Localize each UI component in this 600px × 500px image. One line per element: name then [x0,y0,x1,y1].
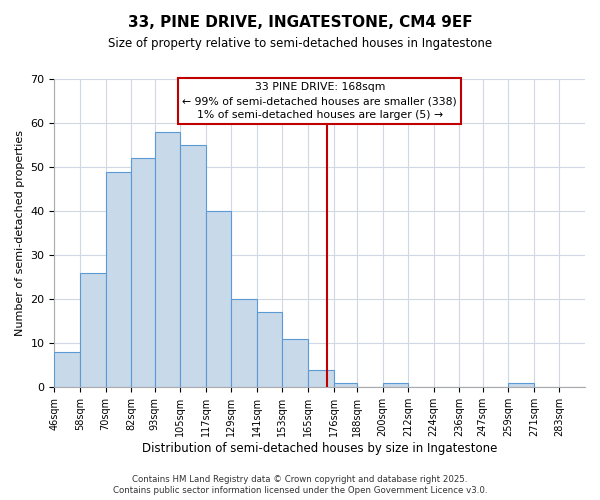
Bar [334,383,357,388]
Bar [231,299,257,388]
Text: Contains HM Land Registry data © Crown copyright and database right 2025.: Contains HM Land Registry data © Crown c… [132,475,468,484]
Bar [206,211,231,388]
Bar [55,352,80,388]
Bar [257,312,283,388]
Bar [308,370,334,388]
Bar [383,383,408,388]
Text: Contains public sector information licensed under the Open Government Licence v3: Contains public sector information licen… [113,486,487,495]
Bar [106,172,131,388]
Y-axis label: Number of semi-detached properties: Number of semi-detached properties [15,130,25,336]
Bar [508,383,534,388]
Bar [131,158,155,388]
Bar [155,132,180,388]
Text: 33 PINE DRIVE: 168sqm
← 99% of semi-detached houses are smaller (338)
1% of semi: 33 PINE DRIVE: 168sqm ← 99% of semi-deta… [182,82,457,120]
X-axis label: Distribution of semi-detached houses by size in Ingatestone: Distribution of semi-detached houses by … [142,442,497,455]
Bar [180,145,206,388]
Bar [283,339,308,388]
Text: Size of property relative to semi-detached houses in Ingatestone: Size of property relative to semi-detach… [108,38,492,51]
Text: 33, PINE DRIVE, INGATESTONE, CM4 9EF: 33, PINE DRIVE, INGATESTONE, CM4 9EF [128,15,472,30]
Bar [80,273,106,388]
